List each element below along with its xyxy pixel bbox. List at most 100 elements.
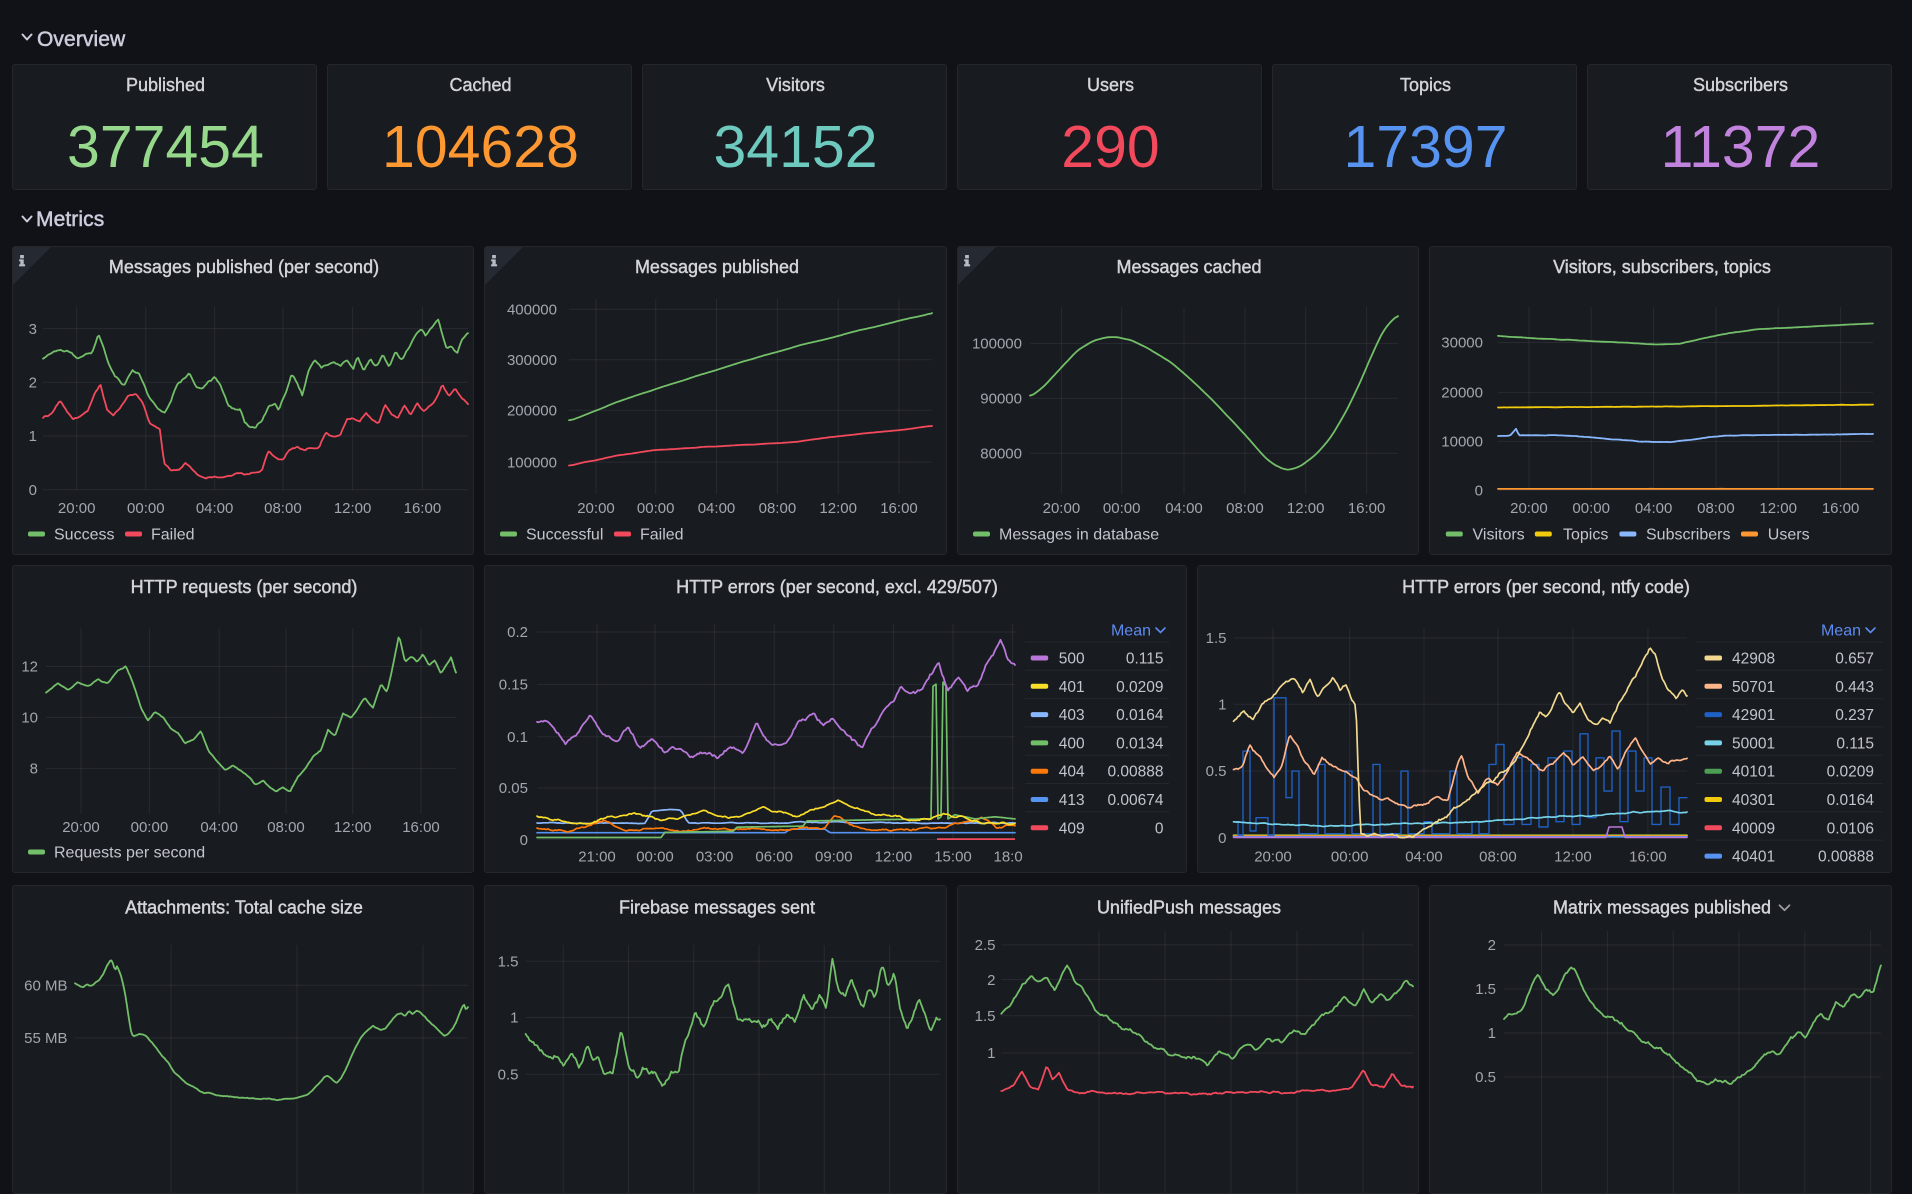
svg-text:0.2: 0.2 bbox=[507, 624, 528, 641]
svg-text:Messages in database: Messages in database bbox=[999, 527, 1159, 544]
svg-text:00:00: 00:00 bbox=[131, 819, 169, 836]
svg-text:0: 0 bbox=[29, 482, 37, 499]
svg-text:Firebase messages sent: Firebase messages sent bbox=[619, 897, 815, 917]
svg-text:08:00: 08:00 bbox=[759, 500, 797, 517]
svg-text:0.443: 0.443 bbox=[1835, 679, 1874, 696]
svg-text:0: 0 bbox=[1218, 830, 1226, 847]
svg-text:04:00: 04:00 bbox=[200, 819, 238, 836]
svg-text:0.0164: 0.0164 bbox=[1827, 792, 1875, 809]
svg-text:00:00: 00:00 bbox=[636, 849, 674, 866]
svg-text:40009: 40009 bbox=[1732, 820, 1775, 837]
svg-text:0.00888: 0.00888 bbox=[1818, 849, 1874, 866]
svg-text:0.5: 0.5 bbox=[498, 1067, 519, 1084]
svg-text:40101: 40101 bbox=[1732, 764, 1775, 781]
svg-text:0: 0 bbox=[1475, 483, 1483, 500]
svg-text:1: 1 bbox=[987, 1045, 995, 1062]
svg-text:1.5: 1.5 bbox=[975, 1008, 996, 1025]
svg-text:400000: 400000 bbox=[507, 302, 557, 319]
svg-text:04:00: 04:00 bbox=[1405, 849, 1443, 866]
svg-text:Visitors: Visitors bbox=[766, 75, 825, 95]
svg-text:Users: Users bbox=[1768, 527, 1810, 544]
svg-text:00:00: 00:00 bbox=[1103, 500, 1141, 517]
svg-text:1: 1 bbox=[1488, 1025, 1496, 1042]
svg-text:16:00: 16:00 bbox=[404, 500, 442, 517]
svg-text:12:00: 12:00 bbox=[334, 500, 372, 517]
svg-text:08:00: 08:00 bbox=[1479, 849, 1517, 866]
svg-text:0.657: 0.657 bbox=[1835, 651, 1874, 668]
svg-text:08:00: 08:00 bbox=[1697, 500, 1735, 517]
svg-text:00:00: 00:00 bbox=[1572, 500, 1610, 517]
svg-text:12:00: 12:00 bbox=[875, 849, 913, 866]
svg-text:0.0209: 0.0209 bbox=[1827, 764, 1874, 781]
svg-text:16:00: 16:00 bbox=[880, 500, 918, 517]
svg-text:409: 409 bbox=[1059, 820, 1085, 837]
svg-text:Subscribers: Subscribers bbox=[1693, 75, 1788, 95]
svg-text:0.115: 0.115 bbox=[1126, 651, 1164, 668]
svg-text:HTTP errors (per second, ntfy: HTTP errors (per second, ntfy code) bbox=[1402, 577, 1690, 597]
svg-text:400: 400 bbox=[1059, 735, 1085, 752]
svg-text:Published: Published bbox=[126, 75, 205, 95]
svg-text:20000: 20000 bbox=[1441, 385, 1483, 402]
svg-text:Subscribers: Subscribers bbox=[1646, 527, 1730, 544]
svg-text:16:00: 16:00 bbox=[1822, 500, 1860, 517]
svg-text:Users: Users bbox=[1087, 75, 1134, 95]
svg-text:04:00: 04:00 bbox=[1165, 500, 1203, 517]
svg-text:04:00: 04:00 bbox=[1635, 500, 1673, 517]
svg-text:HTTP requests (per second): HTTP requests (per second) bbox=[131, 577, 358, 597]
svg-text:04:00: 04:00 bbox=[698, 500, 736, 517]
svg-text:16:00: 16:00 bbox=[1629, 849, 1667, 866]
svg-text:10000: 10000 bbox=[1441, 434, 1483, 451]
svg-text:0.1: 0.1 bbox=[507, 729, 528, 746]
svg-text:1.5: 1.5 bbox=[1475, 981, 1496, 998]
svg-text:12:00: 12:00 bbox=[1287, 500, 1325, 517]
svg-text:90000: 90000 bbox=[980, 391, 1022, 408]
svg-text:16:00: 16:00 bbox=[402, 819, 440, 836]
svg-text:03:00: 03:00 bbox=[696, 849, 734, 866]
svg-text:1: 1 bbox=[29, 428, 37, 445]
svg-text:20:00: 20:00 bbox=[1510, 500, 1548, 517]
svg-text:0.237: 0.237 bbox=[1835, 707, 1874, 724]
svg-text:42901: 42901 bbox=[1732, 707, 1775, 724]
svg-text:00:00: 00:00 bbox=[127, 500, 165, 517]
svg-text:377454: 377454 bbox=[67, 114, 264, 180]
svg-text:Failed: Failed bbox=[151, 527, 195, 544]
svg-text:2.5: 2.5 bbox=[975, 937, 996, 954]
svg-text:1: 1 bbox=[510, 1010, 518, 1027]
svg-text:200000: 200000 bbox=[507, 402, 557, 419]
svg-text:Topics: Topics bbox=[1563, 527, 1608, 544]
svg-text:11372: 11372 bbox=[1661, 114, 1821, 180]
svg-text:Messages published: Messages published bbox=[635, 257, 799, 277]
svg-text:1.5: 1.5 bbox=[498, 954, 519, 971]
svg-text:100000: 100000 bbox=[507, 454, 557, 471]
svg-text:Requests per second: Requests per second bbox=[54, 845, 205, 862]
svg-text:Messages published (per second: Messages published (per second) bbox=[109, 257, 379, 277]
svg-text:Success: Success bbox=[54, 527, 114, 544]
svg-text:0.5: 0.5 bbox=[1206, 763, 1227, 780]
svg-text:18:0: 18:0 bbox=[994, 849, 1023, 866]
svg-text:0.05: 0.05 bbox=[499, 780, 528, 797]
svg-text:04:00: 04:00 bbox=[196, 500, 234, 517]
svg-text:60 MB: 60 MB bbox=[24, 977, 67, 994]
svg-text:100000: 100000 bbox=[972, 336, 1022, 353]
svg-text:413: 413 bbox=[1059, 792, 1085, 809]
svg-text:16:00: 16:00 bbox=[1348, 500, 1386, 517]
svg-text:300000: 300000 bbox=[507, 352, 557, 369]
svg-text:2: 2 bbox=[1488, 937, 1496, 954]
svg-text:Attachments: Total cache size: Attachments: Total cache size bbox=[125, 897, 363, 917]
svg-text:Topics: Topics bbox=[1400, 75, 1451, 95]
svg-text:290: 290 bbox=[1061, 114, 1159, 180]
svg-text:404: 404 bbox=[1059, 764, 1085, 781]
svg-text:0.115: 0.115 bbox=[1836, 735, 1874, 752]
svg-text:401: 401 bbox=[1059, 679, 1085, 696]
svg-text:3: 3 bbox=[29, 321, 37, 338]
svg-text:0: 0 bbox=[520, 832, 528, 849]
svg-text:09:00: 09:00 bbox=[815, 849, 853, 866]
svg-text:500: 500 bbox=[1059, 651, 1085, 668]
svg-text:20:00: 20:00 bbox=[577, 500, 615, 517]
svg-text:06:00: 06:00 bbox=[755, 849, 793, 866]
svg-text:403: 403 bbox=[1059, 707, 1085, 724]
svg-text:30000: 30000 bbox=[1441, 335, 1483, 352]
svg-text:0.00888: 0.00888 bbox=[1107, 764, 1163, 781]
svg-text:15:00: 15:00 bbox=[934, 849, 972, 866]
svg-text:Visitors, subscribers, topics: Visitors, subscribers, topics bbox=[1553, 257, 1771, 277]
